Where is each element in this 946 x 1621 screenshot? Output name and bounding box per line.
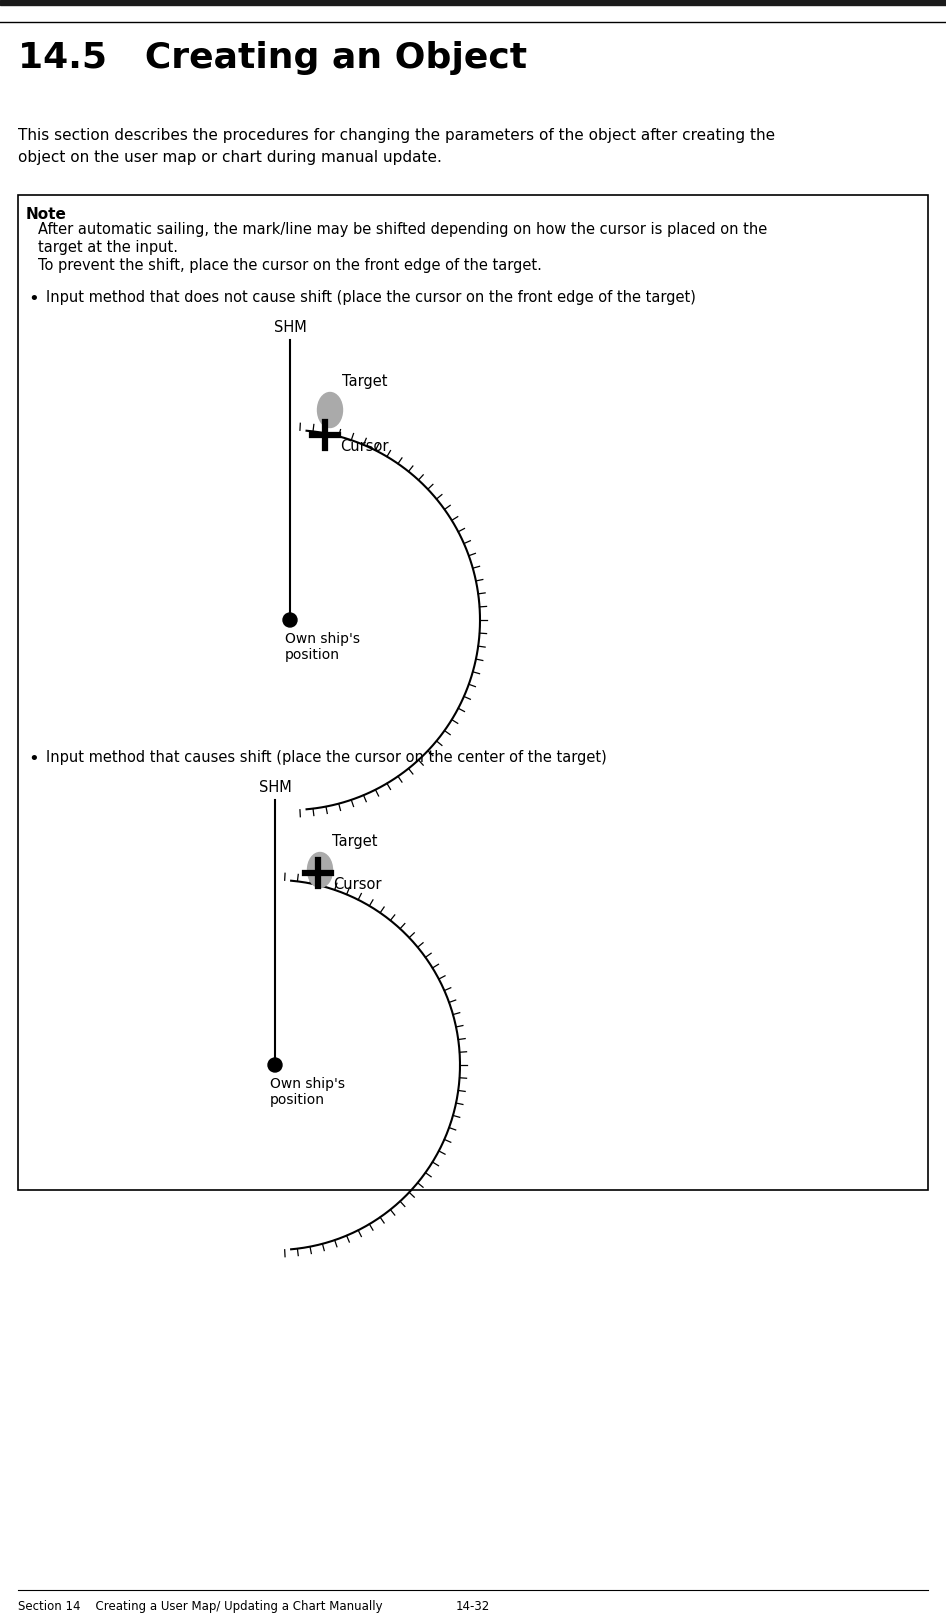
Text: SHM: SHM xyxy=(258,780,291,794)
Ellipse shape xyxy=(318,392,342,428)
Text: Target: Target xyxy=(342,374,388,389)
Text: position: position xyxy=(285,648,340,661)
Text: Target: Target xyxy=(332,833,377,849)
Text: To prevent the shift, place the cursor on the front edge of the target.: To prevent the shift, place the cursor o… xyxy=(38,258,542,272)
Circle shape xyxy=(268,1059,282,1071)
Text: SHM: SHM xyxy=(273,319,307,336)
Text: object on the user map or chart during manual update.: object on the user map or chart during m… xyxy=(18,151,442,165)
Text: Own ship's: Own ship's xyxy=(285,632,360,647)
Text: Own ship's: Own ship's xyxy=(270,1076,345,1091)
Text: •: • xyxy=(28,290,39,308)
Text: position: position xyxy=(270,1093,325,1107)
Text: Cursor: Cursor xyxy=(340,439,389,454)
Text: •: • xyxy=(28,751,39,768)
Text: Input method that causes shift (place the cursor on the center of the target): Input method that causes shift (place th… xyxy=(46,751,606,765)
Text: After automatic sailing, the mark/line may be shifted depending on how the curso: After automatic sailing, the mark/line m… xyxy=(38,222,767,237)
Text: Input method that does not cause shift (place the cursor on the front edge of th: Input method that does not cause shift (… xyxy=(46,290,696,305)
Text: Note: Note xyxy=(26,207,67,222)
Text: This section describes the procedures for changing the parameters of the object : This section describes the procedures fo… xyxy=(18,128,775,143)
Text: Section 14    Creating a User Map/ Updating a Chart Manually: Section 14 Creating a User Map/ Updating… xyxy=(18,1600,382,1613)
Circle shape xyxy=(283,613,297,627)
Ellipse shape xyxy=(307,853,332,888)
Bar xyxy=(0,0,946,5)
Text: target at the input.: target at the input. xyxy=(38,240,178,254)
Text: Cursor: Cursor xyxy=(333,877,381,892)
Text: 14-32: 14-32 xyxy=(456,1600,490,1613)
Bar xyxy=(18,195,928,1190)
Text: 14.5   Creating an Object: 14.5 Creating an Object xyxy=(18,41,527,75)
